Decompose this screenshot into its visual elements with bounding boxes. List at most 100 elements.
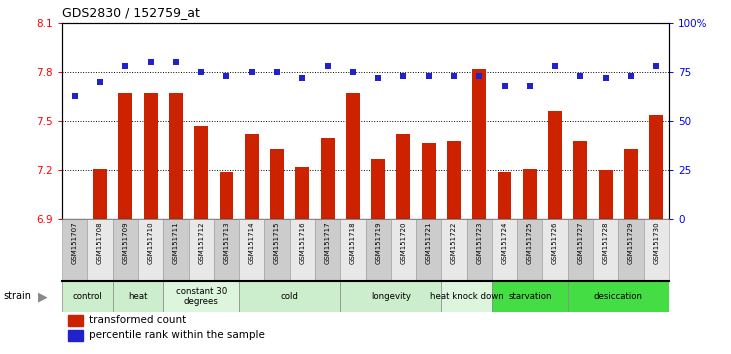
Text: GSM151725: GSM151725 xyxy=(527,221,533,264)
Bar xyxy=(289,219,315,281)
Bar xyxy=(88,219,113,281)
Bar xyxy=(649,115,663,219)
Bar xyxy=(144,93,158,219)
Text: control: control xyxy=(72,292,102,301)
Bar xyxy=(518,219,542,281)
Bar xyxy=(416,219,442,281)
Text: GSM151710: GSM151710 xyxy=(148,221,154,264)
Bar xyxy=(447,141,461,219)
Text: GSM151715: GSM151715 xyxy=(274,221,280,264)
Bar xyxy=(340,281,442,312)
Point xyxy=(221,73,232,79)
Bar xyxy=(169,93,183,219)
Text: GSM151722: GSM151722 xyxy=(451,221,457,264)
Point xyxy=(524,83,536,89)
Bar xyxy=(366,219,391,281)
Text: GSM151720: GSM151720 xyxy=(401,221,406,264)
Text: GSM151723: GSM151723 xyxy=(477,221,482,264)
Bar xyxy=(113,281,163,312)
Text: starvation: starvation xyxy=(508,292,552,301)
Bar xyxy=(568,281,669,312)
Point xyxy=(600,75,612,81)
Bar xyxy=(523,169,537,219)
Bar xyxy=(371,159,385,219)
Bar xyxy=(472,69,486,219)
Point xyxy=(297,75,308,81)
Bar xyxy=(498,172,512,219)
Bar xyxy=(391,219,416,281)
Bar xyxy=(593,219,618,281)
Bar xyxy=(189,219,213,281)
Bar xyxy=(239,281,340,312)
Text: heat: heat xyxy=(128,292,148,301)
Text: longevity: longevity xyxy=(371,292,411,301)
Point xyxy=(145,59,156,65)
Point xyxy=(398,73,409,79)
Point xyxy=(271,69,283,75)
Bar xyxy=(163,281,239,312)
Bar xyxy=(68,315,83,326)
Point xyxy=(170,59,182,65)
Bar xyxy=(618,219,643,281)
Bar xyxy=(321,138,335,219)
Point xyxy=(448,73,460,79)
Text: GSM151712: GSM151712 xyxy=(198,221,204,264)
Point xyxy=(499,83,510,89)
Text: GSM151716: GSM151716 xyxy=(299,221,306,264)
Point xyxy=(195,69,207,75)
Point xyxy=(246,69,257,75)
Text: GSM151718: GSM151718 xyxy=(350,221,356,264)
Bar xyxy=(542,219,568,281)
Text: GDS2830 / 152759_at: GDS2830 / 152759_at xyxy=(62,6,200,19)
Point xyxy=(625,73,637,79)
Bar xyxy=(194,126,208,219)
Text: GSM151717: GSM151717 xyxy=(325,221,330,264)
Text: GSM151711: GSM151711 xyxy=(173,221,179,264)
Bar xyxy=(599,170,613,219)
Point xyxy=(575,73,586,79)
Text: ▶: ▶ xyxy=(38,290,48,303)
Text: strain: strain xyxy=(4,291,31,302)
Text: GSM151721: GSM151721 xyxy=(425,221,432,264)
Text: GSM151719: GSM151719 xyxy=(375,221,381,264)
Bar xyxy=(422,143,436,219)
Text: GSM151708: GSM151708 xyxy=(97,221,103,264)
Point xyxy=(94,79,106,85)
Bar xyxy=(492,281,568,312)
Text: GSM151726: GSM151726 xyxy=(552,221,558,264)
Bar xyxy=(62,219,88,281)
Text: GSM151709: GSM151709 xyxy=(122,221,129,264)
Text: GSM151724: GSM151724 xyxy=(501,221,507,264)
Text: desiccation: desiccation xyxy=(594,292,643,301)
Text: constant 30
degrees: constant 30 degrees xyxy=(175,287,227,306)
Bar xyxy=(442,281,492,312)
Bar xyxy=(568,219,593,281)
Point xyxy=(423,73,434,79)
Bar xyxy=(245,135,259,219)
Bar xyxy=(68,330,83,341)
Text: percentile rank within the sample: percentile rank within the sample xyxy=(89,330,265,341)
Bar xyxy=(346,93,360,219)
Bar xyxy=(442,219,466,281)
Point xyxy=(549,63,561,69)
Bar xyxy=(270,149,284,219)
Point xyxy=(372,75,384,81)
Bar xyxy=(624,149,638,219)
Text: GSM151714: GSM151714 xyxy=(249,221,254,264)
Bar xyxy=(118,93,132,219)
Point xyxy=(474,73,485,79)
Text: GSM151727: GSM151727 xyxy=(577,221,583,264)
Point xyxy=(347,69,359,75)
Bar xyxy=(466,219,492,281)
Bar xyxy=(315,219,340,281)
Bar xyxy=(643,219,669,281)
Point xyxy=(322,63,333,69)
Text: cold: cold xyxy=(281,292,298,301)
Bar xyxy=(396,135,410,219)
Point xyxy=(69,93,80,98)
Bar xyxy=(62,281,113,312)
Point xyxy=(651,63,662,69)
Text: heat knock down: heat knock down xyxy=(430,292,504,301)
Text: GSM151730: GSM151730 xyxy=(654,221,659,264)
Text: GSM151729: GSM151729 xyxy=(628,221,634,264)
